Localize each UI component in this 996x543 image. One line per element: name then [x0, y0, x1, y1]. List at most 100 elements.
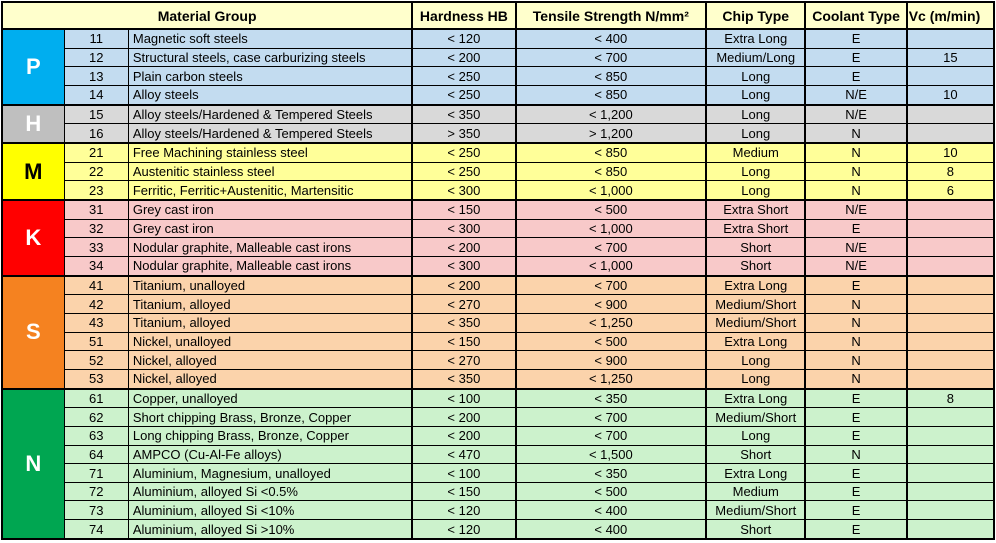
cell-material: Grey cast iron: [127, 218, 413, 239]
cell-hardness: < 300: [411, 256, 517, 277]
cell-id: 16: [63, 123, 129, 144]
cell-id: 23: [63, 180, 129, 201]
cell-hardness: < 100: [411, 387, 517, 409]
cell-tensile: < 700: [514, 407, 707, 427]
cell-vc: [905, 103, 995, 125]
cell-vc: [905, 123, 995, 144]
cell-hardness: < 350: [411, 313, 517, 333]
cell-vc: [905, 274, 995, 296]
cell-hardness: < 300: [411, 180, 517, 201]
cell-id: 32: [63, 218, 129, 239]
cell-chip: Long: [705, 180, 806, 201]
cell-id: 52: [63, 350, 129, 370]
cell-chip: Long: [705, 66, 806, 86]
cell-coolant: E: [804, 66, 908, 86]
cell-tensile: < 900: [514, 350, 707, 370]
cell-chip: Short: [705, 519, 806, 540]
table-row: 43 Titanium, alloyed < 350 < 1,250 Mediu…: [2, 313, 995, 333]
cell-chip: Long: [705, 103, 806, 125]
cell-chip: Medium/Short: [705, 500, 806, 521]
cell-material: Alloy steels/Hardened & Tempered Steels: [127, 123, 413, 144]
cell-chip: Long: [705, 84, 806, 106]
cell-tensile: < 500: [514, 481, 707, 502]
cell-vc: 8: [905, 387, 995, 409]
cell-hardness: < 150: [411, 199, 517, 220]
cell-chip: Long: [705, 350, 806, 370]
cell-material: Copper, unalloyed: [127, 387, 413, 409]
cell-coolant: N: [804, 142, 908, 163]
cell-id: 21: [63, 142, 129, 163]
table-row: 12 Structural steels, case carburizing s…: [2, 47, 995, 68]
cell-vc: 15: [905, 47, 995, 68]
cell-vc: [905, 444, 995, 465]
header-vc: Vc (m/min): [905, 1, 996, 30]
table-row: 52 Nickel, alloyed < 270 < 900 Long N: [2, 350, 995, 370]
group-letter-n: N: [0, 387, 65, 541]
cell-id: 62: [63, 407, 129, 427]
cell-chip: Medium: [705, 481, 806, 502]
cell-tensile: < 350: [514, 387, 707, 409]
cell-id: 31: [63, 199, 129, 220]
cell-vc: 8: [905, 161, 995, 182]
table-row: 42 Titanium, alloyed < 270 < 900 Medium/…: [2, 294, 995, 315]
cell-vc: [905, 407, 995, 427]
header-row: Material Group Hardness HB Tensile Stren…: [0, 1, 996, 30]
table-row: 16 Alloy steels/Hardened & Tempered Stee…: [2, 123, 995, 144]
group-letter-h: H: [0, 103, 65, 145]
cell-coolant: N: [804, 368, 908, 390]
table-row: 73 Aluminium, alloyed Si <10% < 120 < 40…: [2, 500, 995, 521]
cell-hardness: < 300: [411, 218, 517, 239]
table-row: 33 Nodular graphite, Malleable cast iron…: [2, 237, 995, 258]
cell-material: Titanium, alloyed: [127, 313, 413, 333]
cell-coolant: N: [804, 444, 908, 465]
cell-tensile: < 400: [514, 27, 707, 49]
cell-chip: Short: [705, 444, 806, 465]
cell-vc: [905, 425, 995, 446]
cell-vc: [905, 256, 995, 277]
cell-coolant: E: [804, 500, 908, 521]
cell-hardness: < 200: [411, 47, 517, 68]
table-row: H 15 Alloy steels/Hardened & Tempered St…: [0, 103, 995, 145]
cell-coolant: N: [804, 313, 908, 333]
table-row: 23 Ferritic, Ferritic+Austenitic, Marten…: [2, 180, 995, 201]
cell-tensile: < 1,250: [514, 313, 707, 333]
table-row: 74 Aluminium, alloyed Si >10% < 120 < 40…: [2, 519, 995, 540]
cell-material: Aluminium, alloyed Si >10%: [127, 519, 413, 540]
cell-material: Short chipping Brass, Bronze, Copper: [127, 407, 413, 427]
cell-coolant: E: [804, 47, 908, 68]
cell-id: 12: [63, 47, 129, 68]
header-material-group: Material Group: [0, 1, 414, 30]
cell-tensile: > 1,200: [514, 123, 707, 144]
cell-vc: [905, 331, 995, 352]
cell-tensile: < 900: [514, 294, 707, 315]
cell-tensile: < 850: [514, 66, 707, 86]
table-row: 63 Long chipping Brass, Bronze, Copper <…: [2, 425, 995, 446]
cell-hardness: < 200: [411, 274, 517, 296]
cell-id: 11: [63, 27, 129, 49]
cell-vc: [905, 66, 995, 86]
cell-coolant: N: [804, 180, 908, 201]
cell-id: 34: [63, 256, 129, 277]
cell-chip: Extra Long: [705, 27, 806, 49]
cell-vc: [905, 368, 995, 390]
group-letter-m: M: [0, 142, 65, 202]
header-hardness: Hardness HB: [411, 1, 517, 30]
cell-tensile: < 1,000: [514, 180, 707, 201]
cell-chip: Short: [705, 256, 806, 277]
cell-chip: Long: [705, 425, 806, 446]
header-chip-type: Chip Type: [705, 1, 807, 30]
table-row: 51 Nickel, unalloyed < 150 < 500 Extra L…: [2, 331, 995, 352]
cell-tensile: < 700: [514, 425, 707, 446]
cell-hardness: < 270: [411, 294, 517, 315]
cell-id: 15: [63, 103, 129, 125]
cell-chip: Medium/Long: [705, 47, 806, 68]
cell-hardness: < 120: [411, 27, 517, 49]
cell-material: Structural steels, case carburizing stee…: [127, 47, 413, 68]
cell-tensile: < 400: [514, 500, 707, 521]
cell-material: Aluminium, Magnesium, unalloyed: [127, 463, 413, 483]
cell-id: 43: [63, 313, 129, 333]
group-letter-k: K: [0, 199, 65, 277]
cell-tensile: < 1,000: [514, 218, 707, 239]
table-row: 62 Short chipping Brass, Bronze, Copper …: [2, 407, 995, 427]
cell-material: Nodular graphite, Malleable cast irons: [127, 237, 413, 258]
